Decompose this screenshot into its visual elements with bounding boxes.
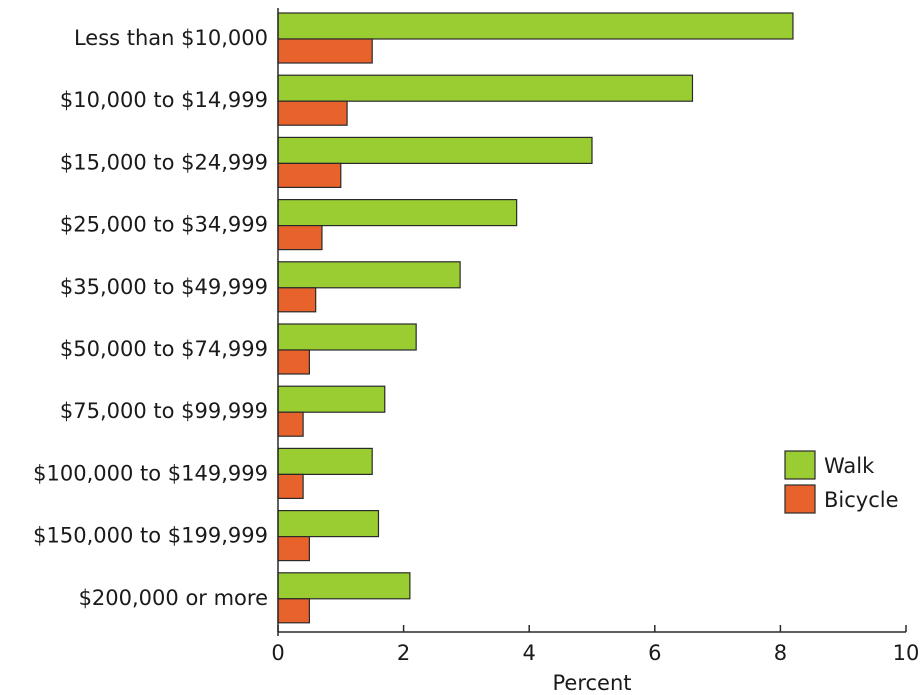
bar-bicycle-4 <box>277 287 317 313</box>
bar-bicycle-1 <box>277 100 348 126</box>
bars-group <box>277 12 794 624</box>
category-label-9: $200,000 or more <box>79 586 268 610</box>
bar-bicycle-7 <box>277 473 304 499</box>
bar-walk-4 <box>277 261 461 289</box>
bar-walk-2 <box>277 136 593 164</box>
category-label-2: $15,000 to $24,999 <box>60 150 268 174</box>
bar-bicycle-9 <box>277 598 310 624</box>
axes <box>277 8 906 636</box>
category-label-7: $100,000 to $149,999 <box>33 461 268 485</box>
legend: Walk Bicycle <box>784 450 899 514</box>
x-tick-label-5: 10 <box>893 641 920 665</box>
category-label-4: $35,000 to $49,999 <box>60 275 268 299</box>
legend-swatch-bicycle <box>784 484 816 514</box>
legend-label-bicycle: Bicycle <box>824 488 899 512</box>
x-tick-label-4: 8 <box>774 641 787 665</box>
bar-walk-0 <box>277 12 794 40</box>
x-ticks: 0 2 4 6 8 10 <box>271 625 919 665</box>
x-tick-label-3: 6 <box>648 641 661 665</box>
x-tick-label-0: 0 <box>271 641 284 665</box>
category-label-5: $50,000 to $74,999 <box>60 337 268 361</box>
x-axis-title: Percent <box>552 671 631 695</box>
bar-walk-3 <box>277 199 518 227</box>
x-tick-label-1: 2 <box>397 641 410 665</box>
bar-walk-1 <box>277 74 694 102</box>
category-label-0: Less than $10,000 <box>74 26 268 50</box>
category-label-8: $150,000 to $199,999 <box>33 524 268 548</box>
bar-bicycle-8 <box>277 535 310 562</box>
legend-label-walk: Walk <box>824 454 875 478</box>
category-label-6: $75,000 to $99,999 <box>60 399 268 423</box>
bar-bicycle-6 <box>277 411 304 437</box>
bar-walk-5 <box>277 323 417 351</box>
bar-bicycle-5 <box>277 349 310 375</box>
category-label-1: $10,000 to $14,999 <box>60 88 268 112</box>
bar-bicycle-3 <box>277 225 323 251</box>
bar-walk-6 <box>277 385 386 413</box>
legend-swatch-walk <box>784 450 816 480</box>
bar-walk-7 <box>277 447 373 475</box>
bar-bicycle-0 <box>277 38 373 64</box>
bar-walk-9 <box>277 572 411 600</box>
bar-walk-8 <box>277 510 380 538</box>
bar-bicycle-2 <box>277 162 342 188</box>
category-labels: Less than $10,000 $10,000 to $14,999 $15,0… <box>33 26 268 610</box>
x-tick-label-2: 4 <box>523 641 536 665</box>
category-label-3: $25,000 to $34,999 <box>60 213 268 237</box>
